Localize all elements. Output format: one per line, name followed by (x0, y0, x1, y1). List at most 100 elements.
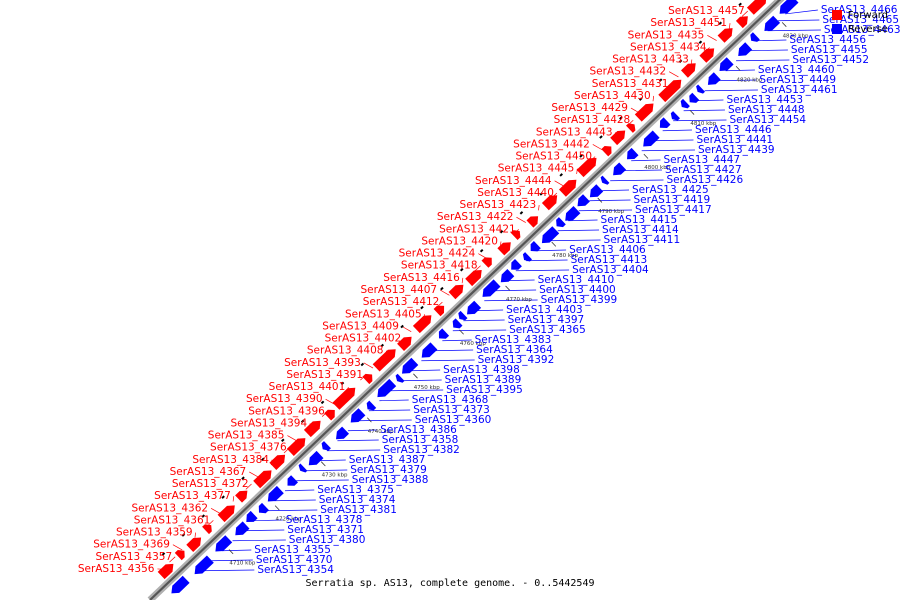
feature-mark (658, 78, 663, 82)
forward-gene-label: SerAS13_4405 (345, 308, 422, 320)
forward-gene (186, 537, 202, 552)
forward-gene-label: SerAS13_4362 (131, 502, 208, 514)
leader-line (326, 449, 381, 452)
forward-gene (372, 349, 396, 372)
reverse-gene (402, 357, 419, 374)
forward-gene (448, 284, 464, 300)
feature-mark (241, 476, 245, 480)
reverse-gene-label: SerAS13_4446 (695, 124, 772, 136)
forward-gene-label: SerAS13_4401 (269, 381, 346, 393)
forward-gene (746, 0, 767, 15)
legend-reverse-label: Reverse (847, 23, 888, 35)
reverse-gene-label: SerAS13_4426 (667, 174, 744, 186)
reverse-gene (308, 450, 324, 466)
backbone-line (149, 0, 782, 600)
reverse-gene (577, 194, 590, 207)
feature-mark (161, 552, 166, 556)
leader-line (316, 459, 346, 462)
reverse-gene (511, 259, 522, 270)
reverse-gene-label: SerAS13_4358 (382, 434, 459, 446)
kbp-tick (413, 373, 418, 379)
reverse-gene-label: SerAS13_4383 (475, 334, 552, 346)
leader-line (631, 159, 661, 162)
reverse-gene-label: SerAS13_4354 (257, 564, 334, 576)
forward-gene (610, 130, 626, 146)
reverse-gene (530, 241, 541, 252)
leader-line (211, 559, 253, 562)
reverse-gene-label: SerAS13_4386 (380, 424, 457, 436)
leader-line (715, 79, 757, 82)
feature-mark (360, 362, 365, 367)
forward-gene-label: SerAS13_4390 (246, 393, 323, 405)
forward-gene-label: SerAS13_4435 (628, 29, 705, 41)
reverse-gene-label: SerAS13_4460 (758, 64, 835, 76)
feature-mark (320, 400, 325, 405)
reverse-gene (670, 111, 680, 121)
leader-line (368, 409, 411, 412)
feature-mark (261, 457, 265, 461)
kbp-tick-label: 4760 kbp (460, 341, 486, 347)
reverse-gene-label: SerAS13_4397 (508, 314, 585, 326)
leader-line (274, 499, 316, 502)
leader-line (249, 471, 259, 478)
kbp-tick-label: 4800 kbp (644, 165, 670, 171)
forward-gene-label: SerAS13_4412 (363, 296, 440, 308)
feature-mark (340, 381, 345, 386)
forward-gene (658, 79, 682, 103)
reverse-gene (215, 535, 233, 552)
reverse-gene (377, 378, 397, 398)
leader-line (484, 299, 538, 302)
forward-gene-label: SerAS13_4443 (536, 126, 613, 138)
reverse-gene-label: SerAS13_4425 (632, 184, 709, 196)
forward-gene (634, 103, 654, 122)
feature-mark (459, 267, 464, 272)
leader-line (201, 569, 255, 572)
reverse-gene-label: SerAS13_4381 (320, 504, 397, 516)
reverse-gene (613, 162, 627, 176)
leader-line (494, 289, 537, 292)
reverse-gene (267, 485, 284, 502)
feature-mark (440, 286, 444, 291)
forward-gene (699, 48, 715, 63)
forward-gene-label: SerAS13_4369 (93, 539, 170, 551)
reverse-gene (764, 15, 781, 31)
leader-line (785, 9, 818, 15)
reverse-gene-label: SerAS13_4400 (539, 284, 616, 296)
leader-line (172, 544, 183, 551)
forward-gene-label: SerAS13_4423 (460, 199, 537, 211)
reverse-gene-label: SerAS13_4456 (789, 34, 866, 46)
reverse-gene (458, 310, 468, 321)
leader-line (515, 269, 570, 272)
forward-gene (202, 524, 212, 535)
reverse-gene (643, 130, 660, 147)
reverse-gene-label: SerAS13_4365 (509, 324, 586, 336)
reverse-gene-label: SerAS13_4392 (478, 354, 555, 366)
leader-line (363, 362, 374, 369)
feature-mark (181, 533, 186, 537)
reverse-gene-label: SerAS13_4370 (256, 554, 333, 566)
kbp-tick (505, 285, 511, 291)
leader-line (410, 369, 441, 372)
kbp-tick-label: 4830 kbp (783, 33, 809, 39)
leader-line (704, 89, 758, 92)
leader-line (746, 49, 788, 52)
forward-gene (497, 242, 511, 256)
kbp-tick (781, 22, 787, 27)
kbp-tick (228, 549, 234, 555)
feature-mark (281, 438, 285, 443)
kbp-tick-label: 4770 kbp (506, 297, 532, 303)
forward-gene-label: SerAS13_4357 (96, 551, 173, 563)
leader-line (554, 180, 565, 187)
forward-gene-label: SerAS13_4445 (498, 163, 575, 175)
reverse-gene (171, 575, 190, 594)
leader-line (652, 139, 694, 142)
leader-line (221, 549, 252, 552)
leader-line (641, 149, 695, 152)
legend: Forward Reverse (831, 8, 888, 36)
reverse-gene-label: SerAS13_4373 (413, 404, 490, 416)
leader-line (431, 349, 474, 352)
forward-gene (269, 454, 286, 470)
reverse-gene-label: SerAS13_4441 (696, 134, 773, 146)
forward-gene (601, 146, 612, 157)
leader-line (461, 277, 464, 284)
